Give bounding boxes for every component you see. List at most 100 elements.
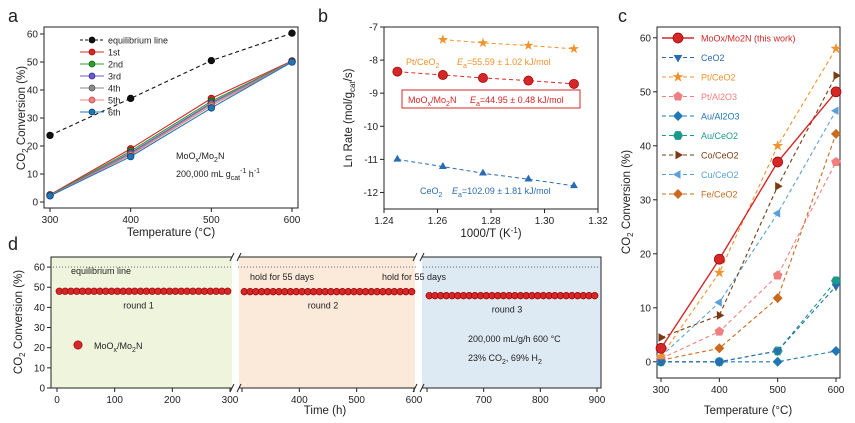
panel-d-x-tick-label-0-0: 0 [54,395,60,406]
panel-d-break-mark-1-1b [419,383,425,393]
panel-d-y-tick-label-1: 10 [34,363,46,374]
panel-d-break-gap-0 [232,255,239,390]
panel-c-point-6-2 [775,181,783,191]
panel-c-x-tick-label-3: 600 [828,385,845,396]
panel-b-point-2-0 [393,154,402,162]
panel-c-point-1-3 [831,283,841,292]
panel-a-legend-label-5: 5th [108,95,121,105]
panel-b-point-1-4 [568,78,579,89]
panel-d-hold-label-2: hold for 55 days [382,272,447,282]
panel-a-series-line-5 [49,61,293,197]
panel-c-series-line-8 [660,133,837,361]
panel-d-point-1-29 [408,288,416,296]
panel-a-y-tick-label-1: 10 [27,170,39,181]
panel-c-point-2-3 [830,42,842,54]
panel-a-point-6-0 [46,192,54,200]
panel-b-point-1-3 [523,75,534,86]
panel-b-ceo2-label: CeO2 [420,186,443,199]
panel-c-series-line-3 [660,161,837,360]
panel-b-point-2-2 [478,168,487,176]
panel-c-legend: MoOx/Mo2N (this work) CeO2 Pt/CeO2 Pt/Al2O3… [662,32,796,200]
panel-a-y-tick-label-0: 0 [32,198,38,209]
panel-d-x-tick-label-0-3: 300 [222,395,239,406]
panel-a-series-line-2 [49,60,293,196]
panel-b-moox-ea: Ea=44.95 ± 0.48 kJ/mol [470,95,564,108]
panel-a-point-0-1 [127,94,135,103]
panel-d-condition-1: 200,000 mL/g/h 600 °C [468,334,561,344]
panel-d-x-tick-label-2-1: 700 [475,395,492,406]
panel-d-break-mark-0-0b [236,252,242,262]
panel-d-x-tick-label-1-1: 400 [291,395,308,406]
panel-a-legend-marker-2 [88,60,96,68]
panel-b-point-0-0 [437,34,448,44]
panel-c-legend-marker-6 [675,150,683,160]
panel-c-y-tick-label-0: 0 [645,357,651,368]
panel-c-legend-label-3: Pt/Al2O3 [701,92,737,102]
panel-a-series-line-6 [49,61,293,197]
panel-c-point-4-2 [772,356,783,367]
panel-b-moox-label: MoOx/Mo2N [408,95,456,108]
panel-c-point-0-3 [830,86,842,98]
panel-c-legend-label-4: Au/Al2O3 [701,112,740,122]
panel-a-catalyst-label: MoOx/Mo2N [176,151,224,164]
panel-b-point-0-2 [523,40,534,50]
panel-c-legend-label-7: Cu/CeO2 [701,170,739,180]
panel-d-y-axis-title: CO2 Conversion (%) [13,270,27,374]
panel-c-legend-marker-0 [672,32,684,44]
panel-b-y-tick-label-5: -12 [364,188,379,199]
panel-b-x-tick-label-1: 1.26 [428,216,448,227]
panel-d-x-tick-label-1-3: 600 [406,395,423,406]
panel-a-legend-marker-0 [88,36,96,44]
panel-d-round-label-0: round 1 [123,300,154,310]
panel-letter-d: d [8,234,18,254]
panel-a-point-0-3 [288,29,296,37]
panel-b-x-tick-label-3: 1.30 [535,216,555,227]
panel-d-break-mark-0-1a [229,383,235,393]
panel-c-point-1-0 [656,359,666,367]
panel-c-x-tick-label-0: 300 [653,385,670,396]
panel-b-y-tick-label-4: -11 [364,155,378,166]
panel-c-point-7-3 [831,106,839,116]
panel-d-y-tick-label-3: 30 [34,323,46,334]
panel-c-point-8-2 [772,293,783,304]
panel-d-round-label-1: round 2 [308,301,339,311]
panel-c-point-4-3 [831,346,841,356]
panel-c-point-2-0 [655,350,667,362]
panel-c-legend-label-2: Pt/CeO2 [701,73,736,83]
panel-b-point-0-1 [477,37,489,48]
panel-b-x-tick-label-4: 1.32 [588,216,608,227]
panel-b-x-axis-title: 1000/T (K-1) [460,226,521,240]
panel-d-y-tick-label-4: 40 [34,303,46,314]
panel-d-chart: 0 100 200 300 400 500 600 700 800 900 0 10 20 30 40 50 6… [13,252,606,417]
panel-a-legend-marker-4 [88,84,96,92]
panel-d-y-tick-label-2: 20 [34,343,46,354]
panel-c-point-8-3 [831,128,841,139]
panel-c-point-2-1 [713,266,725,278]
panel-c-point-3-2 [772,270,783,280]
panel-b-x-tick-label-2: 1.28 [481,216,501,227]
panel-c-y-tick-label-5: 50 [640,87,652,98]
panel-c-legend-marker-8 [673,189,683,199]
panel-a-point-0-0 [46,131,54,140]
panel-c-point-7-2 [772,208,781,218]
panel-b-chart: 1.24 1.26 1.28 1.30 1.32 -7 -8 -9 -10 -11 -12 Pt/C… [343,23,608,241]
panel-c-y-tick-label-2: 20 [640,249,652,260]
panel-c-legend-marker-2 [672,71,684,82]
panel-a-point-6-1 [127,152,135,161]
panel-b-moox-label-box [401,89,581,109]
panel-b-point-2-4 [569,181,578,189]
panel-c-legend-label-5: Au/CeO2 [701,131,738,141]
panel-b-ptceo2-ea: Ea=55.59 ± 1.02 kJ/mol [457,57,551,70]
panel-c-legend-marker-7 [673,170,681,179]
panel-c-legend-label-1: CeO2 [701,53,725,63]
panel-letter-b: b [318,6,328,26]
panel-c-point-7-1 [714,298,722,307]
panel-c-x-axis-title: Temperature (°C) [704,405,792,417]
panel-a-point-0-2 [207,56,215,65]
panel-d-legend-label: MoOx/Mo2N [94,341,142,354]
panel-a-legend-label-6: 6th [108,107,121,117]
panel-c-point-6-3 [833,71,841,80]
panel-c-point-6-1 [716,311,725,320]
panel-a-legend-label-0: equilibrium line [108,35,168,45]
